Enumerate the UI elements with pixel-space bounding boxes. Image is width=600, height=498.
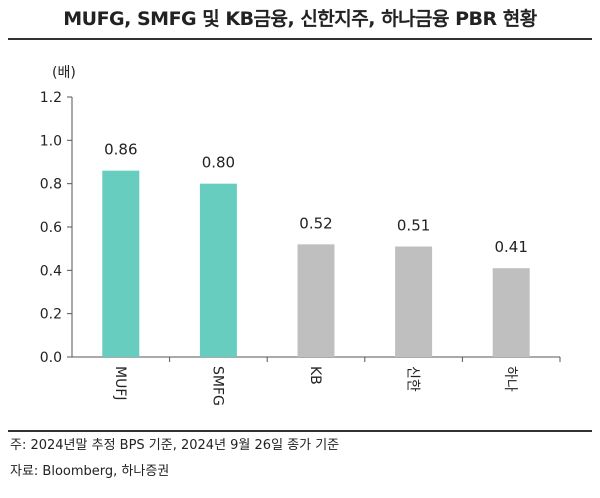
footnote: 주: 2024년말 추정 BPS 기준, 2024년 9월 26일 종가 기준 — [10, 438, 340, 453]
bar — [492, 268, 530, 357]
bar — [297, 244, 335, 357]
source-note: 자료: Bloomberg, 하나증권 — [10, 464, 170, 479]
y-tick-label: 1.2 — [40, 90, 62, 106]
bar — [395, 246, 433, 357]
bar-value-label: 0.41 — [494, 238, 527, 256]
y-tick-label: 1.0 — [40, 133, 62, 149]
bar-chart: (배) 0.0 0.2 0.4 0.6 0.8 1.0 1.2 0.86 MUFJ 0.80 SMFG… — [40, 65, 561, 406]
x-category-label: KB — [307, 366, 323, 385]
bar — [102, 170, 140, 357]
bar-value-label: 0.52 — [299, 214, 332, 232]
x-category-label: SMFG — [209, 366, 225, 406]
y-tick-label: 0.2 — [40, 307, 62, 323]
bottom-rule — [8, 430, 592, 432]
top-rule — [8, 38, 592, 40]
y-tick-label: 0.8 — [40, 177, 62, 193]
bar-value-label: 0.51 — [397, 217, 430, 235]
y-tick-label: 0.0 — [40, 350, 62, 366]
x-category-label: MUFJ — [112, 366, 128, 401]
bar-value-label: 0.86 — [104, 141, 137, 159]
y-axis-unit-label: (배) — [52, 65, 76, 81]
chart-title: MUFG, SMFG 및 KB금융, 신한지주, 하나금융 PBR 현황 — [63, 8, 537, 30]
bar-value-label: 0.80 — [202, 154, 235, 172]
x-category-label: 하나 — [502, 366, 518, 392]
y-tick-label: 0.4 — [40, 263, 62, 279]
y-tick-label: 0.6 — [40, 220, 62, 236]
bar — [199, 183, 237, 357]
x-category-label: 신한 — [405, 366, 421, 392]
